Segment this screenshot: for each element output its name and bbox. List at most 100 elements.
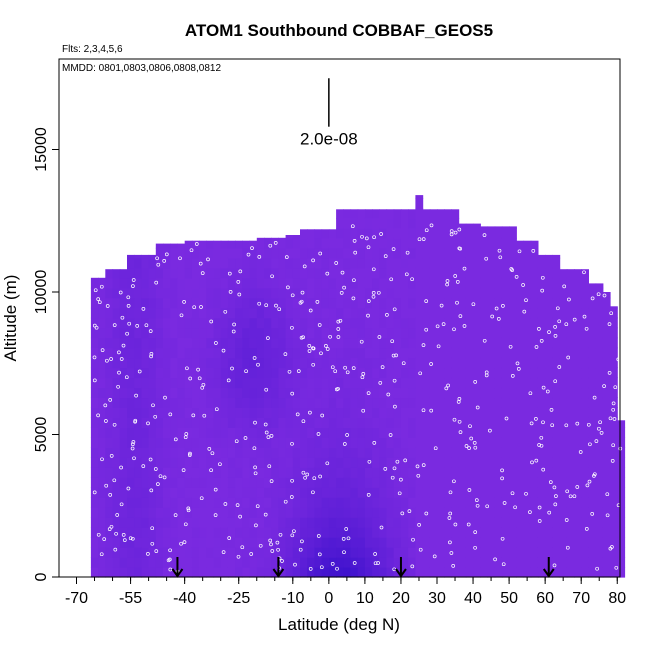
curtain-cell (617, 447, 626, 458)
sample-point (453, 230, 458, 235)
sample-point (99, 552, 104, 557)
curtain-cell (256, 257, 265, 269)
curtain-cell (595, 527, 604, 538)
sample-point (214, 407, 219, 412)
sample-point (451, 564, 456, 568)
curtain-cell (321, 267, 330, 279)
curtain-cell (278, 467, 287, 478)
curtain-cell (98, 457, 106, 468)
curtain-cell (249, 347, 258, 359)
sample-point (249, 552, 254, 556)
curtain-cell (437, 287, 445, 299)
chart-title: ATOM1 Southbound COBBAF_GEOS5 (185, 21, 493, 40)
profile-markers (171, 557, 555, 578)
curtain-cell (393, 507, 402, 518)
curtain-cell (98, 287, 106, 299)
curtain-cell (343, 209, 352, 219)
curtain-cell (400, 347, 409, 359)
curtain-cell (242, 417, 251, 428)
curtain-cell (509, 387, 517, 399)
curtain-cell (163, 457, 171, 468)
curtain-cell (357, 557, 366, 568)
curtain-cell (545, 377, 553, 389)
curtain-cell (501, 307, 510, 319)
curtain-cell (256, 427, 265, 438)
curtain-cell (559, 397, 568, 408)
curtain-cell (602, 547, 611, 558)
curtain-cell (610, 517, 618, 528)
curtain-cell (552, 527, 561, 538)
curtain-cell (509, 467, 517, 478)
curtain-cell (372, 457, 380, 468)
curtain-cell (523, 240, 532, 249)
curtain-cell (90, 477, 99, 488)
curtain-cell (602, 567, 611, 578)
curtain-cell (408, 357, 416, 369)
curtain-cell (444, 467, 452, 478)
curtain-cell (220, 427, 229, 438)
sample-point (392, 378, 397, 383)
curtain-cell (206, 297, 215, 309)
curtain-cell (386, 357, 395, 369)
sample-point (513, 505, 517, 510)
sample-point (105, 304, 110, 308)
curtain-cell (480, 487, 489, 498)
curtain-cell (235, 547, 243, 558)
curtain-cell (300, 367, 308, 379)
curtain-cell (429, 347, 438, 359)
curtain-cell (328, 317, 337, 329)
curtain-cell (501, 507, 510, 518)
curtain-cell (408, 227, 416, 239)
curtain-cell (249, 317, 258, 329)
curtain-cell (581, 347, 589, 359)
curtain-cell (177, 247, 186, 259)
curtain-cell (141, 437, 150, 448)
curtain-cell (595, 407, 604, 418)
sample-point (307, 344, 312, 348)
sample-point (312, 476, 317, 481)
curtain-cell (400, 287, 409, 299)
curtain-cell (595, 327, 604, 339)
curtain-cell (408, 567, 416, 578)
sample-point (361, 408, 366, 413)
curtain-cell (581, 269, 589, 279)
curtain-cell (271, 287, 279, 299)
curtain-cell (545, 487, 553, 498)
sample-point (371, 291, 376, 295)
sample-point (105, 358, 109, 363)
curtain-cell (177, 317, 186, 329)
curtain-cell (581, 437, 589, 448)
curtain-cell (191, 347, 200, 359)
curtain-cell (393, 347, 402, 359)
sample-point (117, 350, 121, 355)
curtain-cell (487, 437, 496, 448)
curtain-cell (545, 277, 553, 289)
sample-point (197, 376, 202, 381)
curtain-cell (191, 277, 200, 289)
curtain-cell (610, 337, 618, 349)
curtain-cell (530, 257, 539, 269)
curtain-cell (393, 547, 402, 558)
curtain-cell (213, 477, 222, 488)
sample-point (421, 343, 426, 347)
sample-point (150, 526, 155, 531)
curtain-cell (177, 267, 186, 279)
curtain-cell (372, 417, 380, 428)
curtain-cell (480, 467, 489, 478)
curtain-cell (451, 397, 460, 408)
curtain-cell (559, 327, 568, 339)
curtain-cell (610, 427, 618, 438)
curtain-cell (148, 327, 157, 339)
curtain-cell (220, 337, 229, 349)
curtain-cell (501, 427, 510, 438)
curtain-cell (458, 257, 467, 269)
curtain-cell (516, 407, 525, 418)
curtain-cell (300, 457, 308, 468)
curtain-cell (227, 347, 236, 359)
curtain-cell (559, 427, 568, 438)
sample-point (131, 284, 135, 288)
sample-point (153, 414, 158, 419)
curtain-cell (119, 367, 128, 379)
sample-point (236, 280, 241, 284)
curtain-cell (537, 337, 546, 349)
